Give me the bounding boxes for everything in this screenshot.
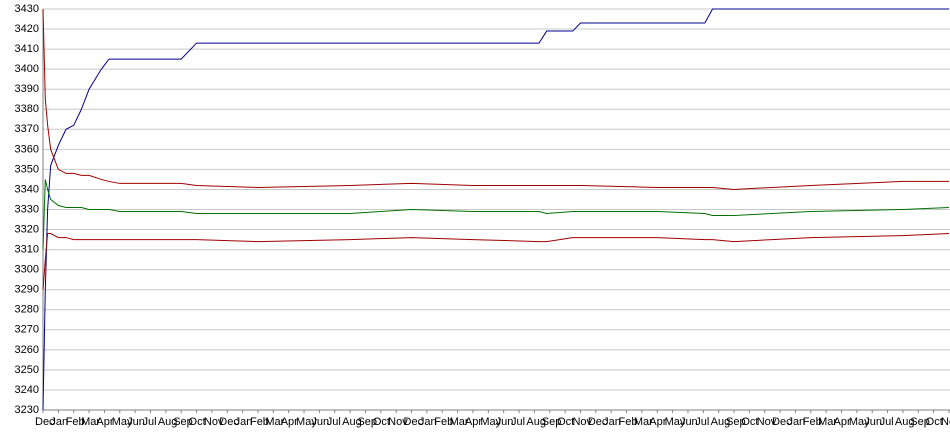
x-tick-label: May xyxy=(849,416,870,428)
x-tick-label: Aug xyxy=(711,416,731,428)
y-tick-label: 3360 xyxy=(15,143,39,155)
x-tick-label: Dec xyxy=(588,416,608,428)
x-tick-label: Sep xyxy=(357,416,377,428)
y-tick-label: 3370 xyxy=(15,123,39,135)
x-tick-label: Nov xyxy=(941,416,950,428)
x-tick-label: Jul xyxy=(880,416,894,428)
x-tick-label: Aug xyxy=(158,416,178,428)
y-tick-label: 3420 xyxy=(15,23,39,35)
x-tick-label: Jan xyxy=(235,416,253,428)
x-tick-label: Feb xyxy=(803,416,822,428)
x-tick-label: Mar xyxy=(818,416,837,428)
x-tick-label: Oct xyxy=(373,416,390,428)
y-tick-label: 3380 xyxy=(15,103,39,115)
y-tick-label: 3390 xyxy=(15,83,39,95)
x-tick-label: Jun xyxy=(680,416,698,428)
y-tick-label: 3240 xyxy=(15,384,39,396)
y-tick-label: 3330 xyxy=(15,203,39,215)
y-tick-label: 3290 xyxy=(15,284,39,296)
x-tick-label: May xyxy=(112,416,133,428)
y-tick-label: 3410 xyxy=(15,43,39,55)
y-tick-label: 3310 xyxy=(15,244,39,256)
x-tick-label: Nov xyxy=(757,416,777,428)
y-tick-label: 3260 xyxy=(15,344,39,356)
x-tick-label: Jun xyxy=(864,416,882,428)
x-tick-label: May xyxy=(665,416,686,428)
x-tick-label: Dec xyxy=(404,416,424,428)
x-tick-label: Apr xyxy=(465,416,482,428)
x-tick-label: Oct xyxy=(189,416,206,428)
x-tick-label: Aug xyxy=(895,416,915,428)
x-tick-label: Feb xyxy=(250,416,269,428)
x-tick-label: Jan xyxy=(787,416,805,428)
x-tick-label: Oct xyxy=(557,416,574,428)
x-tick-label: Dec xyxy=(219,416,239,428)
x-tick-label: Jul xyxy=(142,416,156,428)
x-tick-label: May xyxy=(480,416,501,428)
x-tick-label: Sep xyxy=(542,416,562,428)
series-line xyxy=(42,233,950,290)
y-tick-label: 3320 xyxy=(15,223,39,235)
y-tick-label: 3400 xyxy=(15,63,39,75)
y-tick-label: 3270 xyxy=(15,324,39,336)
x-tick-label: Sep xyxy=(726,416,746,428)
x-tick-label: Aug xyxy=(526,416,546,428)
y-tick-label: 3350 xyxy=(15,163,39,175)
y-tick-label: 3430 xyxy=(15,3,39,15)
y-tick-label: 3300 xyxy=(15,264,39,276)
x-tick-label: Dec xyxy=(772,416,792,428)
x-tick-label: Jul xyxy=(695,416,709,428)
x-tick-label: Feb xyxy=(434,416,453,428)
x-tick-label: May xyxy=(296,416,317,428)
series-line xyxy=(42,8,949,190)
x-tick-label: Nov xyxy=(204,416,224,428)
x-tick-label: Aug xyxy=(342,416,362,428)
x-tick-label: Apr xyxy=(649,416,666,428)
x-tick-label: Jun xyxy=(311,416,329,428)
series-line xyxy=(42,8,949,411)
x-tick-label: Jan xyxy=(603,416,621,428)
x-tick-label: Jul xyxy=(327,416,341,428)
x-tick-label: Apr xyxy=(834,416,851,428)
x-tick-label: Oct xyxy=(926,416,943,428)
x-tick-label: Mar xyxy=(265,416,284,428)
x-tick-label: Sep xyxy=(910,416,930,428)
x-tick-label: Jan xyxy=(419,416,437,428)
x-tick-label: Jun xyxy=(496,416,514,428)
y-tick-label: 3230 xyxy=(15,404,39,416)
x-tick-label: Nov xyxy=(388,416,408,428)
series-line xyxy=(42,179,950,250)
x-tick-label: Jun xyxy=(127,416,145,428)
x-tick-label: Apr xyxy=(281,416,298,428)
x-tick-label: Mar xyxy=(450,416,469,428)
x-tick-label: Mar xyxy=(634,416,653,428)
x-tick-label: Feb xyxy=(619,416,638,428)
x-tick-label: Apr xyxy=(96,416,113,428)
x-tick-label: Jul xyxy=(511,416,525,428)
y-tick-label: 3340 xyxy=(15,183,39,195)
x-tick-label: Sep xyxy=(173,416,193,428)
y-tick-label: 3280 xyxy=(15,304,39,316)
x-tick-label: Jan xyxy=(50,416,68,428)
x-tick-label: Mar xyxy=(81,416,100,428)
x-tick-label: Nov xyxy=(572,416,592,428)
x-tick-label: Feb xyxy=(66,416,85,428)
y-tick-label: 3250 xyxy=(15,364,39,376)
x-tick-label: Dec xyxy=(35,416,55,428)
x-tick-label: Oct xyxy=(741,416,758,428)
